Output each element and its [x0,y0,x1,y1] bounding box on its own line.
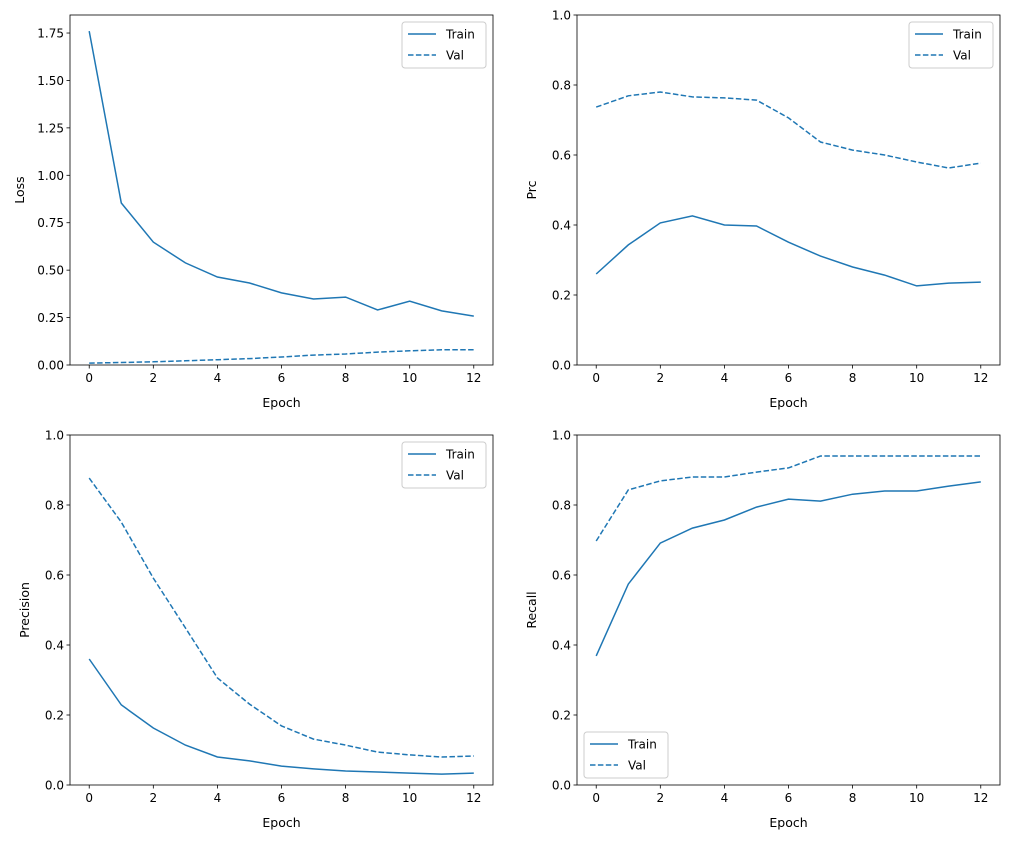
y-tick-label: 1.25 [37,121,64,135]
x-tick-label: 12 [466,371,481,385]
x-tick-label: 2 [656,371,664,385]
y-tick-label: 1.0 [45,429,64,443]
x-axis-label: Epoch [262,395,300,410]
series-line-val [89,349,474,364]
y-tick-label: 0.4 [552,219,571,233]
x-tick-label: 12 [973,791,988,805]
series-line-val [88,477,474,758]
series-line-train [88,30,474,317]
y-tick-label: 0.2 [552,289,571,303]
legend-label-train: Train [445,28,475,42]
x-tick-label: 12 [466,791,481,805]
legend: Train Val [401,441,487,489]
x-tick-label: 4 [721,371,729,385]
x-tick-label: 6 [278,791,286,805]
y-tick-label: 0.6 [552,149,571,163]
y-axis-label: Loss [12,176,27,203]
x-tick-label: 0 [85,791,93,805]
y-tick-label: 0.6 [45,569,64,583]
y-tick-label: 1.0 [552,429,571,443]
x-tick-label: 8 [342,791,350,805]
x-tick-label: 0 [592,371,600,385]
series-line-train [595,481,981,657]
y-axis-label: Precision [17,582,32,638]
y-tick-label: 1.0 [552,9,571,23]
y-tick-label: 1.75 [37,27,64,41]
y-tick-label: 0.8 [552,499,571,513]
subplot-precision: 0 2 4 6 8 10 12 0.0 0.2 0.4 0.6 0.8 1.0 Epoch Precisio… [17,429,494,830]
y-tick-label: 0.0 [45,779,64,793]
x-axis-label: Epoch [769,815,807,830]
subplot-recall: 0 2 4 6 8 10 12 0.0 0.2 0.4 0.6 0.8 1.0 Epoch Recall Tr… [524,429,1001,830]
legend-label-train: Train [627,738,657,752]
x-tick-label: 8 [849,791,857,805]
x-tick-label: 2 [149,371,157,385]
y-tick-label: 0.4 [552,639,571,653]
series-line-val [595,455,981,542]
x-tick-label: 6 [278,371,286,385]
x-tick-label: 2 [149,791,157,805]
x-tick-label: 8 [849,371,857,385]
y-tick-label: 0.8 [552,79,571,93]
x-tick-label: 8 [342,371,350,385]
subplot-loss: 0 2 4 6 8 10 12 0.00 0.25 0.50 0.75 1.00 1.25 1.50 1.7… [12,14,494,410]
y-tick-label: 0.75 [37,216,64,230]
legend-label-train: Train [952,28,982,42]
y-axis-label: Prc [524,180,539,199]
y-tick-label: 0.0 [552,779,571,793]
x-tick-label: 12 [973,371,988,385]
x-tick-label: 4 [214,791,222,805]
subplot-prc: 0 2 4 6 8 10 12 0.0 0.2 0.4 0.6 0.8 1.0 Epoch Prc Train… [524,9,1001,410]
x-tick-label: 6 [785,791,793,805]
legend: Train Val [583,731,669,779]
x-tick-label: 10 [402,371,417,385]
y-tick-label: 0.6 [552,569,571,583]
x-axis-label: Epoch [769,395,807,410]
legend: Train Val [401,21,487,69]
series-line-val [595,91,981,169]
x-tick-label: 10 [909,791,924,805]
y-tick-label: 0.25 [37,311,64,325]
series-line-train [88,658,474,775]
x-tick-label: 2 [656,791,664,805]
legend: Train Val [908,21,994,69]
x-tick-label: 6 [785,371,793,385]
x-tick-label: 10 [909,371,924,385]
y-tick-label: 1.00 [37,169,64,183]
legend-label-val: Val [446,49,464,63]
series-line-train [595,215,981,287]
x-axis-label: Epoch [262,815,300,830]
legend-label-train: Train [445,448,475,462]
x-tick-label: 0 [85,371,93,385]
legend-label-val: Val [953,49,971,63]
y-tick-label: 0.50 [37,264,64,278]
y-tick-label: 0.2 [552,709,571,723]
y-tick-label: 1.50 [37,74,64,88]
x-tick-label: 4 [214,371,222,385]
y-axis-label: Recall [524,591,539,628]
y-tick-label: 0.4 [45,639,64,653]
y-tick-label: 0.8 [45,499,64,513]
x-tick-label: 0 [592,791,600,805]
x-tick-label: 4 [721,791,729,805]
legend-label-val: Val [628,759,646,773]
x-tick-label: 10 [402,791,417,805]
y-tick-label: 0.2 [45,709,64,723]
legend-label-val: Val [446,469,464,483]
y-tick-label: 0.00 [37,359,64,373]
y-tick-label: 0.0 [552,359,571,373]
